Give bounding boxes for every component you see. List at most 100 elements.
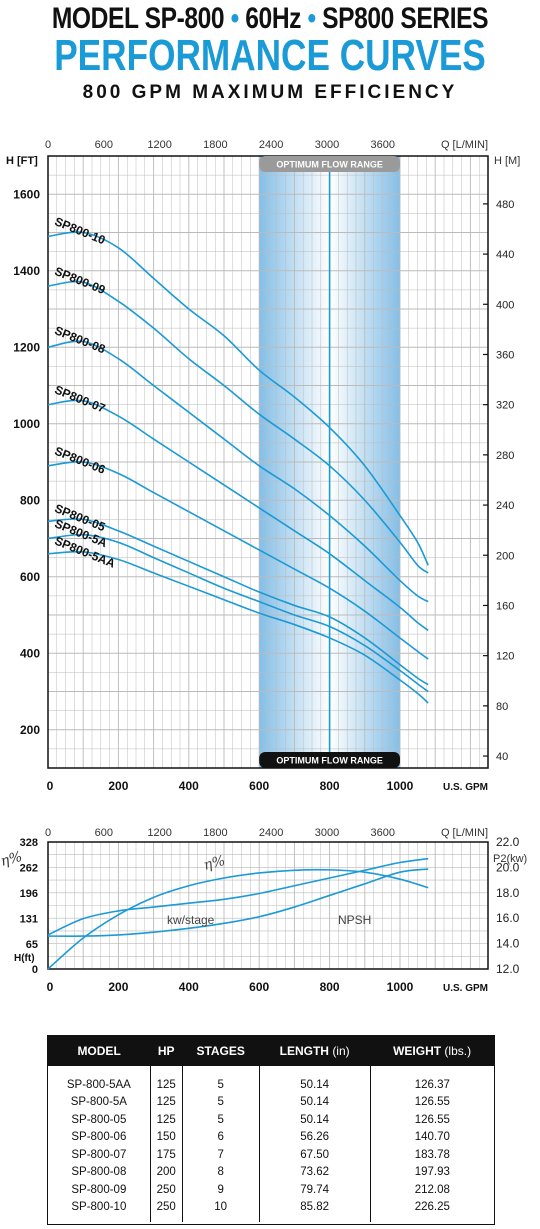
top-tick-label: 1200 <box>147 827 171 839</box>
y-tick-label: 328 <box>20 837 38 849</box>
x-axis-label: U.S. GPM <box>443 782 488 793</box>
curve-kw-stage <box>47 857 429 936</box>
y-tick-label: 0 <box>32 964 38 976</box>
table-cell: 56.26 <box>258 1128 371 1146</box>
table-cell: 50.14 <box>258 1093 371 1111</box>
x-axis-label: U.S. GPM <box>443 983 488 994</box>
table-row: SP-800-5AA 125 5 50.14 126.37 <box>48 1066 494 1094</box>
table-cell: 10 <box>181 1198 260 1222</box>
top-axis-label: Q [L/MIN] <box>441 139 488 151</box>
table-cell: 50.14 <box>258 1066 371 1094</box>
table-cell: 125 <box>149 1111 183 1129</box>
table-cell: 250 <box>149 1198 183 1222</box>
y-tick-label: 1000 <box>13 417 40 431</box>
table-cell: 85.82 <box>258 1198 371 1222</box>
top-tick-label: 2400 <box>259 827 283 839</box>
table-cell: 125 <box>149 1066 183 1094</box>
frequency-title: 60Hz <box>245 2 302 35</box>
table-cell: SP-800-06 <box>71 1131 127 1144</box>
right-tick-label: 280 <box>496 450 514 462</box>
curve-efficiency <box>47 868 429 970</box>
table-row: SP-800-5A 125 5 50.14 126.55 <box>48 1093 494 1111</box>
table-cell: SP-800-09 <box>71 1183 127 1196</box>
table-cell: 126.37 <box>369 1066 494 1094</box>
table-cell: 197.93 <box>369 1163 494 1181</box>
y-tick-label: 65 <box>26 939 38 951</box>
table-row: SP-800-07 175 7 67.50 183.78 <box>48 1146 494 1164</box>
model-spec-table: MODEL HP STAGES LENGTH (in) WEIGHT (lbs.… <box>48 1036 494 1222</box>
table-cell: 175 <box>149 1146 183 1164</box>
max-efficiency-subtitle: 800 GPM MAXIMUM EFFICIENCY <box>82 82 458 103</box>
col-weight: WEIGHT (lbs.) <box>370 1036 494 1066</box>
right-tick-label: 240 <box>496 500 514 512</box>
table-row: SP-800-10 250 10 85.82 226.25 <box>48 1198 494 1222</box>
top-tick-label: 3600 <box>371 139 395 151</box>
efficiency-chart: 0 200 400 600 800 1000 U.S. GPM 0 600 1200 1800 240… <box>0 827 527 994</box>
top-tick-label: 2400 <box>259 139 283 151</box>
header-line-1: MODEL SP-800 • 60Hz • SP800 SERIES <box>49 2 492 36</box>
col-length: LENGTH (in) <box>259 1036 371 1066</box>
band-top-label: OPTIMUM FLOW RANGE <box>276 160 383 170</box>
table-cell: 7 <box>181 1146 260 1164</box>
npsh-annotation: NPSH <box>338 913 371 927</box>
series-title: SP800 SERIES <box>322 2 489 35</box>
table-cell: SP-800-08 <box>71 1166 127 1179</box>
table-row: SP-800-09 250 9 79.74 212.08 <box>48 1181 494 1199</box>
model-title: MODEL SP-800 <box>51 2 225 35</box>
y-tick-label: 196 <box>20 888 38 900</box>
table-cell: 200 <box>149 1163 183 1181</box>
top-tick-label: 1200 <box>147 139 171 151</box>
table-header-row: MODEL HP STAGES LENGTH (in) WEIGHT (lbs.… <box>48 1036 494 1066</box>
right-tick-label: 40 <box>496 751 508 763</box>
top-tick-label: 600 <box>95 139 113 151</box>
band-top-cap <box>259 156 400 172</box>
table-cell: SP-800-10 <box>71 1201 127 1214</box>
top-tick-label: 1800 <box>203 139 227 151</box>
table-cell: 6 <box>181 1128 260 1146</box>
x-tick-label: 800 <box>320 980 340 994</box>
table-cell: 140.70 <box>369 1128 494 1146</box>
x-tick-label: 400 <box>179 980 199 994</box>
y-tick-label: 262 <box>20 863 38 875</box>
top-tick-label: 0 <box>45 827 51 839</box>
right-tick-label: 320 <box>496 400 514 412</box>
y-tick-label: 1400 <box>13 264 40 278</box>
efficiency-annotation: η% <box>202 853 227 874</box>
table-row: SP-800-06 150 6 56.26 140.70 <box>48 1128 494 1146</box>
y-tick-label: 1200 <box>13 340 40 354</box>
table-cell: 125 <box>149 1093 183 1111</box>
x-tick-label: 400 <box>179 779 199 793</box>
table-cell: 226.25 <box>369 1198 494 1222</box>
table-cell: SP-800-5AA <box>66 1078 131 1091</box>
right-tick-label: 400 <box>496 299 514 311</box>
curve-sp800-5aa <box>47 550 429 704</box>
right-tick-label: 200 <box>496 550 514 562</box>
right-tick-label: 360 <box>496 349 514 361</box>
curve-npsh <box>47 868 429 937</box>
band-bottom-label: OPTIMUM FLOW RANGE <box>276 756 383 766</box>
band-bottom-cap <box>259 752 400 768</box>
curve-sp800-05 <box>47 518 429 686</box>
col-model: MODEL <box>48 1036 151 1066</box>
top-tick-label: 600 <box>95 827 113 839</box>
table-cell: 126.55 <box>369 1093 494 1111</box>
right-tick-label: 20.0 <box>496 860 520 874</box>
right-tick-label: 16.0 <box>496 911 520 925</box>
x-tick-label: 600 <box>249 980 269 994</box>
bullet: • <box>307 2 317 35</box>
table-cell: 250 <box>149 1181 183 1199</box>
plot-frame-2 <box>47 841 489 970</box>
table-cell: 73.62 <box>258 1163 371 1181</box>
table-cell: 212.08 <box>369 1181 494 1199</box>
y-tick-label: 400 <box>20 646 40 660</box>
right-tick-label: 440 <box>496 249 514 261</box>
top-tick-label: 3000 <box>315 827 339 839</box>
right-tick-label: 22.0 <box>496 835 520 849</box>
top-axis-label: Q [L/MIN] <box>441 827 488 839</box>
top-tick-label: 0 <box>45 139 51 151</box>
table-row: SP-800-05 125 5 50.14 126.55 <box>48 1111 494 1129</box>
x-tick-label: 800 <box>320 779 340 793</box>
right-tick-label: 14.0 <box>496 937 520 951</box>
x-tick-label: 0 <box>47 779 54 793</box>
table-cell: 150 <box>149 1128 183 1146</box>
